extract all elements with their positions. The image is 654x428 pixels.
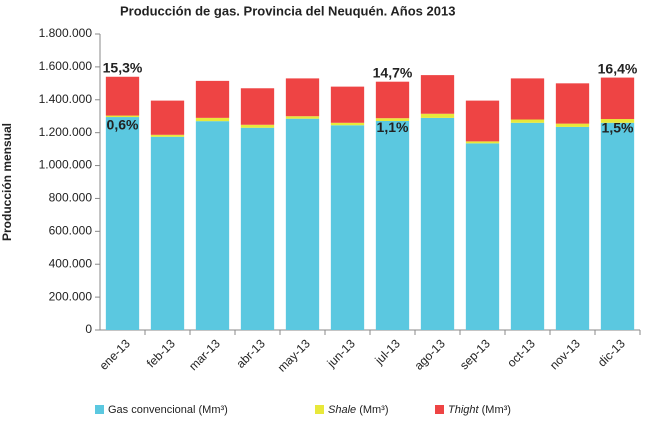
x-tick-label: nov-13 xyxy=(547,336,583,372)
chart-title: Producción de gas. Provincia del Neuquén… xyxy=(120,3,455,18)
bar-segment xyxy=(555,126,590,331)
bar-segment xyxy=(285,116,320,119)
x-tick-label: jun-13 xyxy=(324,336,358,370)
y-tick-label: 1.200.000 xyxy=(39,125,93,139)
annotation: 1,1% xyxy=(377,119,409,135)
bar-segment xyxy=(105,117,140,331)
x-tick-label: jul-13 xyxy=(371,336,403,368)
legend-swatch xyxy=(435,405,444,414)
bar-segment xyxy=(195,80,230,118)
bar-segment xyxy=(285,78,320,117)
bar-segment xyxy=(330,86,365,123)
y-tick-label: 1.400.000 xyxy=(39,92,93,106)
x-tick-label: ene-13 xyxy=(97,336,134,373)
bar-segment xyxy=(240,88,275,125)
legend-label: Shale (Mm³) xyxy=(328,404,389,416)
bar-segment xyxy=(240,127,275,330)
bar-segment xyxy=(330,125,365,331)
bar-segment xyxy=(420,117,455,330)
annotation: 0,6% xyxy=(107,116,139,132)
legend-label: Thight (Mm³) xyxy=(448,404,511,416)
bar-segment xyxy=(240,124,275,128)
legend-label: Gas convencional (Mm³) xyxy=(108,404,228,416)
y-tick-label: 0 xyxy=(85,322,92,336)
bar-segment xyxy=(420,75,455,114)
annotation: 1,5% xyxy=(602,120,634,136)
bar-segment xyxy=(600,119,635,123)
bar-segment xyxy=(375,81,410,119)
bar-segment xyxy=(150,100,185,135)
bar-segment xyxy=(195,121,230,331)
x-tick-label: mar-13 xyxy=(186,336,223,373)
x-tick-label: may-13 xyxy=(275,336,313,374)
y-tick-label: 200.000 xyxy=(49,289,93,303)
annotation: 14,7% xyxy=(373,64,413,80)
bar-segment xyxy=(510,119,545,123)
x-tick-label: ago-13 xyxy=(412,336,449,373)
bar-segment xyxy=(600,77,635,120)
y-tick-label: 1.000.000 xyxy=(39,158,93,172)
x-tick-label: sep-13 xyxy=(457,336,493,372)
bar-segment xyxy=(375,118,410,121)
annotation: 15,3% xyxy=(103,59,143,75)
bar-segment xyxy=(555,123,590,127)
bar-segment xyxy=(330,122,365,126)
bar-segment xyxy=(195,117,230,122)
bar-segment xyxy=(285,118,320,330)
bar-segment xyxy=(150,134,185,137)
y-tick-label: 1.600.000 xyxy=(39,59,93,73)
bar-segment xyxy=(150,136,185,330)
y-tick-label: 400.000 xyxy=(49,256,93,270)
bar-segment xyxy=(420,113,455,118)
annotation: 16,4% xyxy=(598,60,638,76)
bar-segment xyxy=(555,83,590,124)
x-tick-label: abr-13 xyxy=(233,336,268,371)
x-tick-label: oct-13 xyxy=(504,336,538,370)
y-tick-label: 800.000 xyxy=(49,191,93,205)
y-axis-label: Producción mensual xyxy=(0,123,14,241)
bar-segment xyxy=(510,78,545,120)
legend-swatch xyxy=(95,405,104,414)
legend-swatch xyxy=(315,405,324,414)
bar-segment xyxy=(105,115,140,118)
x-tick-label: feb-13 xyxy=(144,336,178,370)
bar-segment xyxy=(465,100,500,142)
y-tick-label: 1.800.000 xyxy=(39,26,93,40)
bar-segment xyxy=(465,141,500,144)
x-tick-label: dic-13 xyxy=(595,336,628,369)
bar-segment xyxy=(465,143,500,330)
bar-segment xyxy=(510,122,545,330)
bar-segment xyxy=(105,76,140,116)
bar-segment xyxy=(375,120,410,330)
bar-segment xyxy=(600,122,635,330)
y-tick-label: 600.000 xyxy=(49,224,93,238)
